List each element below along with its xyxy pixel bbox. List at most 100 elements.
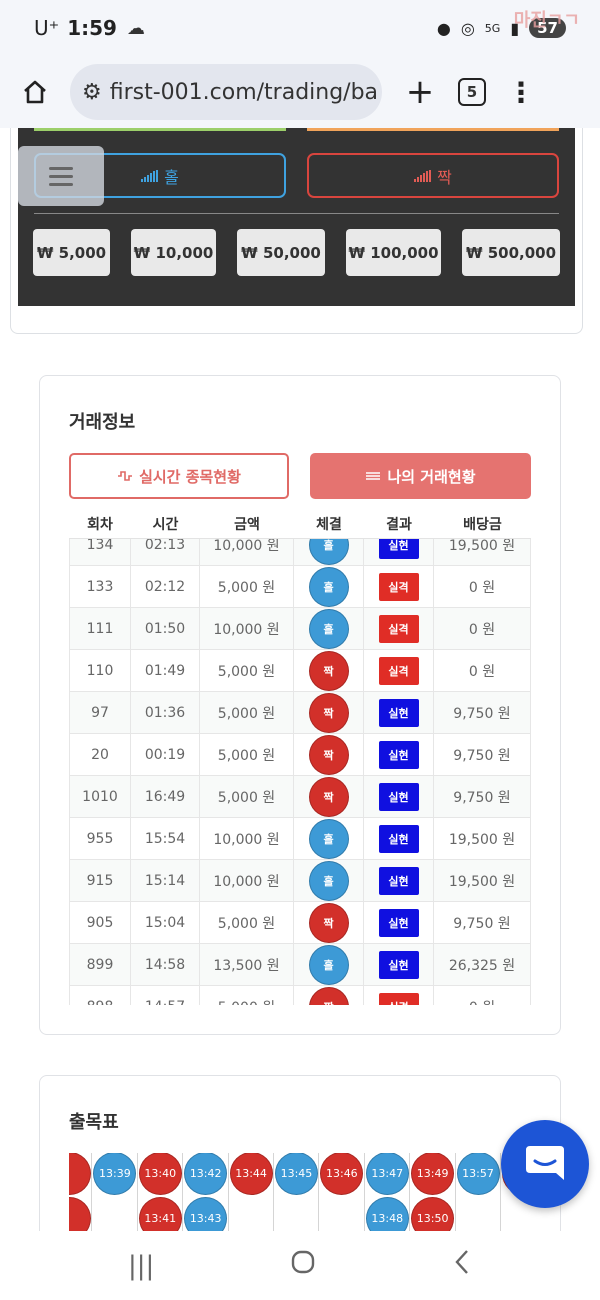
cell-payout: 9,750 원 <box>434 776 531 817</box>
tab-my-trades[interactable]: 나의 거래현황 <box>310 453 531 499</box>
home-nav-button[interactable] <box>290 1249 316 1282</box>
result-badge: 실현 <box>378 950 419 979</box>
clock: 1:59 <box>67 16 117 40</box>
column-header-result: 결과 <box>386 517 412 533</box>
result-chart-scroll[interactable]: 13:39 13:40 13:41 13:42 13:43 13:44 13:45 13:46… <box>69 1153 531 1231</box>
amount-button-500000[interactable]: ₩ 500,000 <box>462 229 560 276</box>
panel-divider <box>34 213 559 214</box>
tab-realtime-status[interactable]: 실시간 종목현황 <box>69 453 289 499</box>
site-settings-icon[interactable]: ⚙ <box>82 79 102 105</box>
cell-result: 실현 <box>364 902 434 943</box>
cell-payout: 9,750 원 <box>434 902 531 943</box>
chart-column: 13:45 <box>274 1153 320 1231</box>
list-icon <box>366 472 381 480</box>
column-header-amount: 금액 <box>234 517 260 533</box>
cell-round: 133 <box>69 566 131 607</box>
live-chat-button[interactable] <box>501 1120 589 1208</box>
cell-amount: 10,000 원 <box>200 818 294 859</box>
result-badge: 실현 <box>378 908 419 937</box>
trade-table-body: 134 02:13 10,000 원 홀 실현 19,500 원 133 02:12 5,000… <box>69 539 531 1005</box>
even-result-chip <box>69 1153 91 1195</box>
address-bar[interactable]: ⚙ first-001.com/trading/ba <box>70 64 382 120</box>
cell-result: 실현 <box>364 692 434 733</box>
even-result-chip: 13:41 <box>138 1197 182 1231</box>
tab-mine-label: 나의 거래현황 <box>387 467 476 486</box>
result-badge: 실격 <box>378 992 419 1005</box>
table-row: 1010 16:49 5,000 원 짝 실현 9,750 원 <box>69 776 531 818</box>
result-badge: 실격 <box>378 656 419 685</box>
cell-result: 실격 <box>364 566 434 607</box>
browser-menu-button[interactable]: ⋮ <box>507 75 535 109</box>
url-text: first-001.com/trading/ba <box>109 79 379 105</box>
chart-column: 13:49 13:50 <box>410 1153 456 1231</box>
back-nav-button[interactable] <box>452 1248 472 1283</box>
accent-line-left <box>34 128 286 131</box>
watermark-logo: 마진ㄱㄱ <box>513 10 580 31</box>
home-circle-icon <box>291 1250 315 1274</box>
cell-result: 실격 <box>364 986 434 1005</box>
cell-time: 01:50 <box>131 608 200 649</box>
status-bar: U⁺ 1:59 ☁ ● ◎ 5G ▮ 57 <box>0 0 600 56</box>
cell-pick: 홀 <box>294 608 364 649</box>
menu-toggle-button[interactable] <box>18 146 104 206</box>
table-row: 915 15:14 10,000 원 홀 실현 19,500 원 <box>69 860 531 902</box>
cell-time: 15:04 <box>131 902 200 943</box>
cell-payout: 26,325 원 <box>434 944 531 985</box>
cell-time: 15:54 <box>131 818 200 859</box>
amount-button-50000[interactable]: ₩ 50,000 <box>237 229 325 276</box>
cell-time: 16:49 <box>131 776 200 817</box>
cell-result: 실현 <box>364 818 434 859</box>
cell-time: 14:57 <box>131 986 200 1005</box>
recent-apps-button[interactable]: ||| <box>127 1250 155 1281</box>
hamburger-icon <box>49 166 73 170</box>
odd-result-chip: 13:39 <box>93 1153 137 1195</box>
cell-result: 실현 <box>364 776 434 817</box>
column-header-pick: 체결 <box>316 517 342 533</box>
trade-table-header: 회차 시간 금액 체결 결과 배당금 <box>69 514 531 538</box>
betting-panel <box>18 128 575 306</box>
pick-ball: 짝 <box>308 650 349 691</box>
battery-indicator: 57 <box>529 18 566 38</box>
cell-round: 898 <box>69 986 131 1005</box>
cell-time: 01:36 <box>131 692 200 733</box>
cell-pick: 짝 <box>294 776 364 817</box>
table-row: 955 15:54 10,000 원 홀 실현 19,500 원 <box>69 818 531 860</box>
bet-even-button[interactable]: 짝 <box>307 153 559 198</box>
cell-pick: 짝 <box>294 986 364 1005</box>
cell-amount: 5,000 원 <box>200 776 294 817</box>
pick-ball: 짝 <box>308 734 349 775</box>
amount-button-100000[interactable]: ₩ 100,000 <box>346 229 441 276</box>
cell-result: 실현 <box>364 944 434 985</box>
cell-amount: 5,000 원 <box>200 734 294 775</box>
cell-round: 899 <box>69 944 131 985</box>
result-badge: 실현 <box>378 539 419 559</box>
pick-ball: 짝 <box>308 692 349 733</box>
cell-time: 15:14 <box>131 860 200 901</box>
cell-amount: 5,000 원 <box>200 986 294 1005</box>
even-result-chip: 13:44 <box>229 1153 273 1195</box>
amount-button-5000[interactable]: ₩ 5,000 <box>33 229 110 276</box>
new-tab-button[interactable]: + <box>405 72 435 112</box>
cell-amount: 5,000 원 <box>200 650 294 691</box>
result-badge: 실현 <box>378 740 419 769</box>
cell-amount: 5,000 원 <box>200 566 294 607</box>
cell-amount: 10,000 원 <box>200 860 294 901</box>
odd-result-chip: 13:47 <box>365 1153 409 1195</box>
chart-column: 13:39 <box>92 1153 138 1231</box>
pick-ball: 홀 <box>308 608 349 649</box>
trade-table-scroll[interactable]: 134 02:13 10,000 원 홀 실현 19,500 원 133 02:12 5,000… <box>69 538 531 1005</box>
table-row: 899 14:58 13,500 원 홀 실현 26,325 원 <box>69 944 531 986</box>
table-row: 905 15:04 5,000 원 짝 실현 9,750 원 <box>69 902 531 944</box>
even-result-chip: 13:50 <box>411 1197 455 1231</box>
cell-time: 01:49 <box>131 650 200 691</box>
cell-amount: 5,000 원 <box>200 692 294 733</box>
odd-result-chip: 13:57 <box>456 1153 500 1195</box>
cell-round: 955 <box>69 818 131 859</box>
cell-payout: 19,500 원 <box>434 860 531 901</box>
home-button[interactable] <box>0 78 70 106</box>
bet-even-label: 짝 <box>437 167 452 187</box>
amount-button-10000[interactable]: ₩ 10,000 <box>131 229 216 276</box>
result-chart-title: 출목표 <box>69 1112 119 1133</box>
tab-switcher-button[interactable]: 5 <box>458 78 486 106</box>
result-badge: 실현 <box>378 866 419 895</box>
